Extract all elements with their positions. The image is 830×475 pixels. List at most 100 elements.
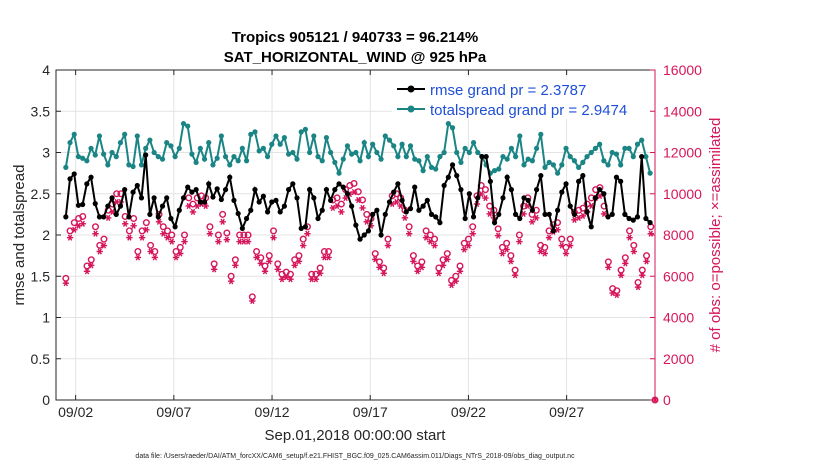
y-tick-label-left: 4 xyxy=(42,62,50,78)
obs-assimilated-point xyxy=(465,242,472,249)
obs-assimilated-point xyxy=(181,238,188,245)
rmse-point xyxy=(449,162,456,168)
obs-assimilated-stroke xyxy=(178,250,183,257)
rmse-point xyxy=(525,197,531,203)
obs-possible-point xyxy=(244,231,252,239)
obs-assimilated-stroke xyxy=(487,210,492,218)
rmse-point xyxy=(269,199,275,205)
obs-assimilated-stroke xyxy=(542,250,547,257)
obs-possible-point xyxy=(147,241,155,249)
chart-title-line1: Tropics 905121 / 940733 = 96.214% xyxy=(232,29,478,46)
totalspread-point xyxy=(290,149,296,156)
obs-possible-point xyxy=(418,258,426,266)
obs-assimilated-point xyxy=(304,230,311,237)
totalspread-point xyxy=(294,156,300,162)
obs-possible-point xyxy=(236,231,244,239)
rmse-point xyxy=(386,199,393,205)
obs-assimilated-point xyxy=(299,242,307,249)
rmse-point xyxy=(243,215,250,222)
obs-assimilated-stroke xyxy=(563,250,569,257)
obs-assimilated-stroke xyxy=(555,226,560,233)
rmse-point xyxy=(328,197,334,203)
obs-possible-point xyxy=(70,219,78,227)
rmse-point xyxy=(609,211,615,217)
obs-assimilated-stroke xyxy=(326,254,331,261)
obs-assimilated-point xyxy=(249,297,256,305)
obs-possible-point xyxy=(308,270,316,278)
obs-assimilated-point xyxy=(617,272,625,279)
obs-possible-point xyxy=(320,247,328,255)
legend-spread-marker xyxy=(407,105,415,113)
obs-assimilated-point xyxy=(414,268,421,275)
rmse-point xyxy=(576,178,582,184)
obs-possible-point xyxy=(240,231,248,239)
totalspread-point xyxy=(151,149,157,156)
obs-assimilated-stroke xyxy=(512,272,518,279)
rmse-point xyxy=(437,220,443,226)
obs-possible-point xyxy=(380,264,388,272)
obs-assimilated-stroke xyxy=(339,208,344,216)
obs-assimilated-point xyxy=(393,198,400,206)
obs-assimilated-stroke xyxy=(241,238,247,245)
obs-assimilated-stroke xyxy=(288,276,293,283)
rmse-point xyxy=(382,211,388,217)
obs-assimilated-stroke xyxy=(254,254,259,261)
rmse-point xyxy=(126,214,132,220)
rmse-point xyxy=(647,220,653,226)
obs-assimilated-point xyxy=(533,214,540,221)
totalspread-point xyxy=(298,129,304,135)
obs-possible-point xyxy=(604,258,612,266)
obs-possible-point xyxy=(558,235,566,243)
totalspread-point xyxy=(138,162,145,168)
axes: 09/02 09/07 09/12 09/17 09/22 09/27 0 0.5 1 1.5 2 2… xyxy=(31,62,703,420)
totalspread-point xyxy=(176,145,182,151)
obs-assimilated-point xyxy=(325,254,332,261)
obs-assimilated-point xyxy=(223,236,231,243)
totalspread-point xyxy=(420,168,426,174)
rmse-point xyxy=(500,195,506,201)
rmse-point xyxy=(197,199,203,205)
totalspread-point xyxy=(323,135,330,141)
obs-assimilated-point xyxy=(448,282,455,289)
obs-possible-point xyxy=(350,179,358,187)
obs-assimilated-stroke xyxy=(262,268,268,275)
obs-assimilated-point xyxy=(266,258,273,265)
rmse-point xyxy=(466,191,472,197)
obs-assimilated-stroke xyxy=(84,268,90,275)
y-tick-label-right: 2000 xyxy=(663,351,694,367)
obs-assimilated-stroke xyxy=(127,234,132,241)
rmse-point xyxy=(63,214,69,220)
obs-assimilated-stroke xyxy=(521,210,526,218)
obs-assimilated-stroke xyxy=(652,396,658,404)
rmse-point xyxy=(201,199,208,205)
totalspread-point xyxy=(172,154,178,160)
obs-possible-point xyxy=(431,235,439,243)
rmse-point xyxy=(462,215,468,222)
rmse-point xyxy=(168,215,174,222)
totalspread-point xyxy=(302,126,309,132)
rmse-point xyxy=(264,209,271,215)
rmse-point xyxy=(588,224,594,230)
rmse-point xyxy=(559,189,565,195)
rmse-point xyxy=(109,195,115,201)
obs-assimilated-stroke xyxy=(479,190,484,198)
totalspread-point xyxy=(349,151,355,157)
totalspread-point xyxy=(609,149,615,156)
obs-possible-point xyxy=(257,254,265,262)
obs-possible-point xyxy=(481,186,489,194)
obs-assimilated-point xyxy=(444,256,451,263)
data-file-footer: data file: /Users/raeder/DAI/ATM_forcXX/… xyxy=(135,453,575,460)
obs-possible-point xyxy=(100,235,108,243)
rmse-point xyxy=(101,214,107,220)
obs-possible-point xyxy=(511,266,519,274)
obs-possible-point xyxy=(325,247,333,255)
totalspread-point xyxy=(630,154,636,160)
rmse-point xyxy=(470,214,477,220)
totalspread-point xyxy=(206,140,212,146)
obs-assimilated-stroke xyxy=(114,198,119,206)
obs-assimilated-point xyxy=(177,250,184,257)
obs-assimilated-stroke xyxy=(381,270,386,277)
rmse-point xyxy=(185,184,191,190)
rmse-point xyxy=(639,154,645,160)
